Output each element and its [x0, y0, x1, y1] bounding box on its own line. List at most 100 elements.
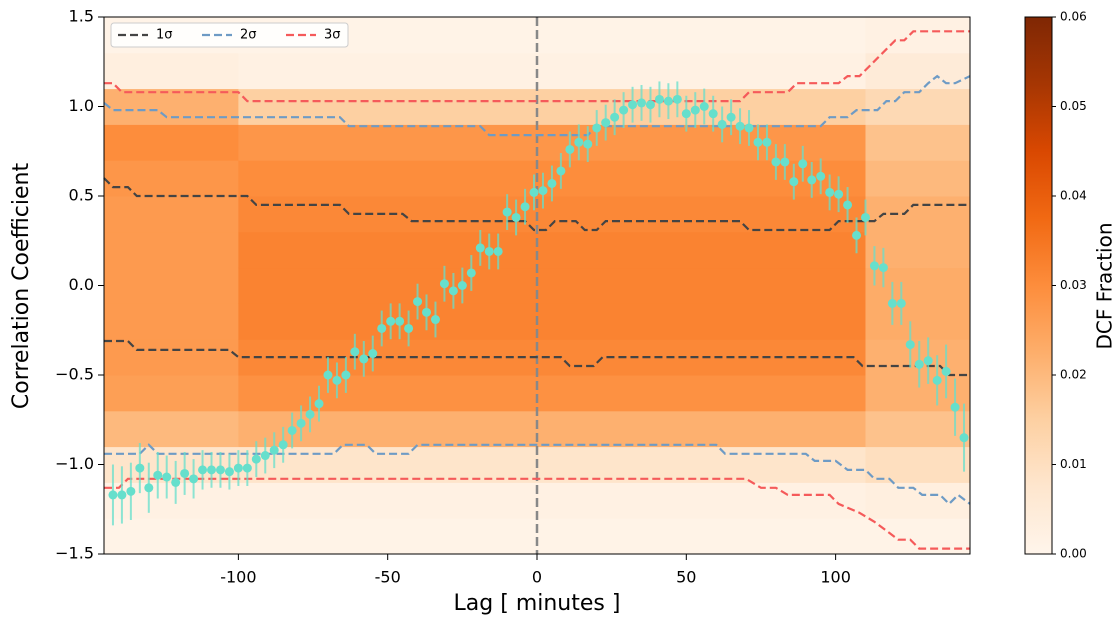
colorbar-tick-label: 0.02 — [1060, 368, 1087, 382]
data-point — [466, 268, 476, 278]
data-point — [224, 467, 234, 477]
sigma-line — [104, 443, 971, 506]
x-tick-label: -100 — [220, 568, 256, 587]
data-point — [189, 474, 199, 484]
heatmap-cell — [104, 88, 239, 125]
data-point — [547, 178, 557, 188]
legend-label: 2σ — [240, 28, 257, 43]
heatmap-cell — [238, 518, 866, 555]
data-point — [914, 359, 924, 369]
colorbar-tick-label: 0.01 — [1060, 457, 1087, 471]
heatmap-cell — [865, 88, 971, 125]
data-point — [663, 96, 673, 106]
data-point — [332, 375, 342, 385]
y-tick-label: 0.0 — [69, 275, 94, 294]
heatmap-cell — [238, 231, 866, 269]
data-point — [896, 298, 906, 308]
data-point — [207, 465, 217, 475]
data-point — [439, 279, 449, 289]
heatmap-cell — [238, 267, 866, 304]
data-point — [305, 409, 315, 419]
data-point — [878, 263, 888, 273]
data-point — [404, 323, 414, 333]
sigma-line — [104, 30, 970, 103]
heatmap-cell — [104, 267, 239, 304]
heatmap-cell — [104, 231, 239, 269]
data-point — [502, 207, 512, 217]
heatmap-cell — [104, 375, 239, 412]
data-point — [350, 347, 360, 357]
data-point — [628, 100, 638, 110]
x-tick-label: 50 — [676, 568, 696, 587]
data-point — [780, 157, 790, 167]
y-tick-label: −1.5 — [55, 544, 94, 563]
data-point — [538, 186, 548, 196]
data-point — [654, 94, 664, 104]
data-point — [430, 315, 440, 325]
data-point — [153, 470, 163, 480]
heatmap-cell — [865, 410, 971, 448]
colorbar-tick-label: 0.03 — [1060, 278, 1087, 292]
data-point — [726, 112, 736, 122]
heatmap-cell — [104, 124, 239, 161]
heatmap-cell — [104, 518, 239, 555]
data-point — [843, 200, 853, 210]
data-point — [287, 425, 297, 435]
heatmap-cell — [104, 482, 239, 519]
data-point — [511, 212, 521, 222]
heatmap-cell — [865, 124, 971, 161]
heatmap-cell — [238, 375, 866, 412]
data-point — [610, 112, 620, 122]
data-point — [869, 261, 879, 271]
data-point — [135, 463, 145, 473]
data-point — [493, 246, 503, 256]
heatmap-cell — [865, 231, 971, 269]
colorbar-tick-label: 0.04 — [1060, 189, 1087, 203]
data-point — [323, 370, 333, 380]
data-point — [601, 118, 611, 128]
heatmap-cell — [238, 196, 866, 233]
heatmap-cell — [238, 88, 866, 125]
heatmap-cell — [865, 303, 971, 340]
data-point — [860, 212, 870, 222]
data-point — [395, 316, 405, 326]
data-point — [162, 472, 172, 482]
data-point — [198, 465, 208, 475]
data-point — [215, 465, 225, 475]
legend: 1σ 2σ 3σ — [110, 22, 349, 48]
data-point — [807, 175, 817, 185]
heatmap-cell — [238, 303, 866, 340]
data-point — [637, 98, 647, 108]
y-tick-label: 1.5 — [69, 7, 94, 26]
data-point — [825, 187, 835, 197]
y-tick-label: 1.0 — [69, 96, 94, 115]
y-axis-label: Correlation Coefficient — [9, 163, 34, 410]
data-point — [690, 105, 700, 115]
heatmap-cell — [865, 160, 971, 197]
data-point — [377, 323, 387, 333]
data-point — [717, 119, 727, 129]
data-point — [619, 105, 629, 115]
data-point — [278, 440, 288, 450]
data-point — [744, 123, 754, 133]
heatmap-cell — [865, 52, 971, 90]
colorbar-tick-label: 0.00 — [1060, 547, 1087, 561]
data-point — [583, 139, 593, 149]
data-point — [735, 121, 745, 131]
heatmap-cell — [865, 267, 971, 304]
legend-label: 1σ — [156, 28, 173, 43]
data-point — [457, 281, 467, 290]
sigma-line — [103, 74, 971, 137]
x-tick-label: 100 — [820, 568, 851, 587]
data-point — [359, 354, 369, 364]
data-point — [592, 123, 602, 133]
heatmap-cell — [865, 339, 971, 376]
data-point — [950, 402, 960, 412]
data-point — [368, 349, 378, 359]
data-point — [681, 109, 691, 119]
data-point — [484, 246, 494, 256]
data-point — [699, 102, 709, 111]
data-point — [475, 243, 485, 253]
